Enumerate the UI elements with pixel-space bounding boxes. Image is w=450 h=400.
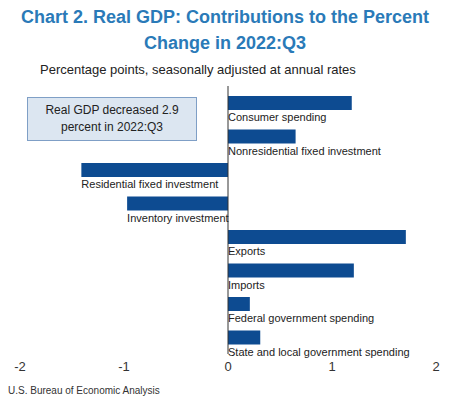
html-text:Chart 2. Real GDP: Contributio: Chart 2. Real GDP: Contributions to the … <box>21 7 429 53</box>
svg-text:2: 2 <box>432 359 439 374</box>
svg-text:Federal government spending: Federal government spending <box>228 312 374 324</box>
svg-text:Exports: Exports <box>228 245 266 257</box>
svg-text:1: 1 <box>328 359 335 374</box>
svg-text:Nonresidential fixed investmen: Nonresidential fixed investment <box>228 145 381 157</box>
svg-text:State and local government spe: State and local government spending <box>228 346 410 358</box>
svg-text:Imports: Imports <box>228 279 265 291</box>
html-text:Percentage points, seasonally: Percentage points, seasonally adjusted a… <box>40 62 356 77</box>
html-text:U.S. Bureau of Economic Analys: U.S. Bureau of Economic Analysis <box>8 385 160 396</box>
svg-text:-2: -2 <box>14 359 26 374</box>
html-text:Real GDP decreased 2.9 percent: Real GDP decreased 2.9 percent in 2022:Q… <box>45 103 179 134</box>
svg-text:Consumer spending: Consumer spending <box>228 111 326 123</box>
svg-text:-1: -1 <box>118 359 130 374</box>
svg-text:0: 0 <box>224 359 231 374</box>
svg-text:Residential fixed investment: Residential fixed investment <box>81 178 218 190</box>
svg-text:Inventory investment: Inventory investment <box>127 212 228 224</box>
